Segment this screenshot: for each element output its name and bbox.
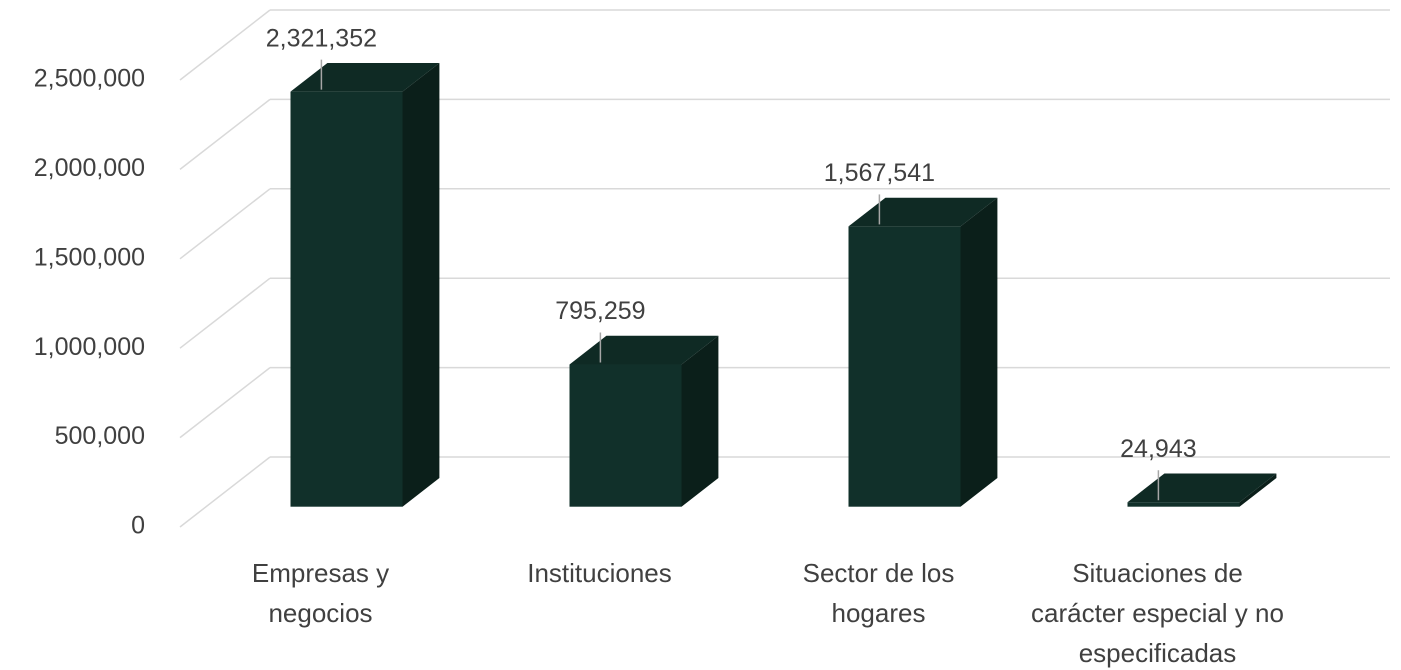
bar xyxy=(1127,502,1240,507)
grid-line-side xyxy=(179,98,271,170)
bar-side xyxy=(402,62,440,507)
x-tick-label: Sector de los hogares xyxy=(802,558,955,628)
bar-top xyxy=(848,197,998,227)
y-tick-label: 2,000,000 xyxy=(34,154,145,182)
grid-line-side xyxy=(179,9,271,81)
x-tick-label: Empresas y negocios xyxy=(251,558,390,628)
y-tick-label: 1,500,000 xyxy=(34,243,145,271)
bar-top xyxy=(290,62,440,92)
grid-line-side xyxy=(179,277,271,349)
x-tick-label: Situaciones de carácter especial y no es… xyxy=(1031,558,1284,668)
grid-line-side xyxy=(179,188,271,260)
bar xyxy=(290,91,403,507)
data-label: 24,943 xyxy=(1120,435,1196,463)
bar-top xyxy=(1127,473,1277,503)
grid-line-side xyxy=(179,456,271,528)
bar xyxy=(569,364,682,507)
data-label: 795,259 xyxy=(555,297,645,325)
grid-line-side xyxy=(179,367,271,439)
y-tick-label: 0 xyxy=(131,512,145,540)
y-tick-label: 2,500,000 xyxy=(34,65,145,93)
bar-side xyxy=(1239,473,1277,507)
bar-side xyxy=(960,197,998,507)
y-tick-label: 1,000,000 xyxy=(34,333,145,361)
x-tick-label: Instituciones xyxy=(527,558,672,588)
bar xyxy=(848,226,961,507)
data-label: 2,321,352 xyxy=(266,24,377,52)
bar-top xyxy=(569,335,719,365)
data-label: 1,567,541 xyxy=(824,159,935,187)
y-tick-label: 500,000 xyxy=(55,422,145,450)
bar-side xyxy=(681,335,719,507)
